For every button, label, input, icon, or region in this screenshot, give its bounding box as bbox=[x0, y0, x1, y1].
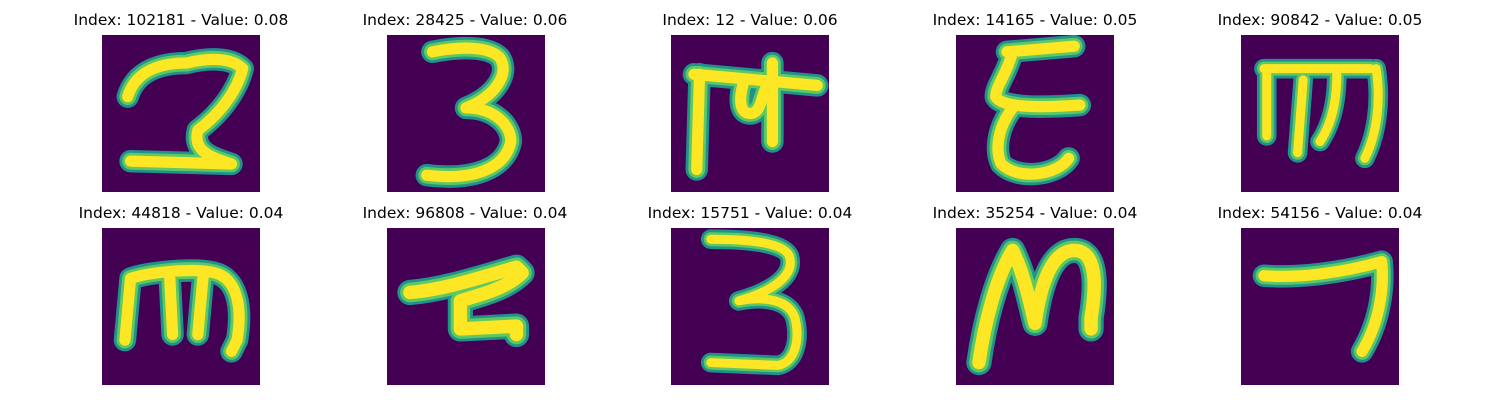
panel-title: Index: 15751 - Value: 0.04 bbox=[647, 204, 853, 222]
glyph-seven-like bbox=[1252, 250, 1394, 363]
glyph-three bbox=[415, 36, 523, 188]
glyph-image bbox=[671, 228, 829, 385]
glyph-image bbox=[102, 228, 260, 385]
panel-title: Index: 12 - Value: 0.06 bbox=[662, 11, 838, 29]
panel-title: Index: 102181 - Value: 0.08 bbox=[73, 11, 289, 29]
glyph-m-like bbox=[113, 259, 251, 363]
glyph-three bbox=[700, 229, 807, 376]
panel-title: Index: 96808 - Value: 0.04 bbox=[362, 204, 568, 222]
glyph-image bbox=[102, 35, 260, 192]
glyph-image bbox=[387, 35, 545, 192]
glyph-image bbox=[671, 35, 829, 192]
glyph-image bbox=[956, 35, 1114, 192]
glyph-devanagari-like bbox=[682, 51, 829, 181]
glyph-image bbox=[387, 228, 545, 385]
panel-title: Index: 14165 - Value: 0.05 bbox=[932, 11, 1138, 29]
glyph-image bbox=[1241, 35, 1399, 192]
panel-title: Index: 44818 - Value: 0.04 bbox=[78, 204, 284, 222]
glyph-two-like bbox=[116, 48, 254, 176]
panel-title: Index: 54156 - Value: 0.04 bbox=[1217, 204, 1423, 222]
panel-title: Index: 28425 - Value: 0.06 bbox=[362, 11, 568, 29]
glyph-image bbox=[956, 228, 1114, 385]
glyph-m-like bbox=[1254, 58, 1389, 169]
glyph-loop bbox=[966, 237, 1107, 376]
panel-title: Index: 35254 - Value: 0.04 bbox=[932, 204, 1138, 222]
glyph-image bbox=[1241, 228, 1399, 385]
panel-title: Index: 90842 - Value: 0.05 bbox=[1217, 11, 1423, 29]
glyph-epsilon-like bbox=[984, 35, 1092, 186]
glyph-hook bbox=[397, 254, 535, 348]
